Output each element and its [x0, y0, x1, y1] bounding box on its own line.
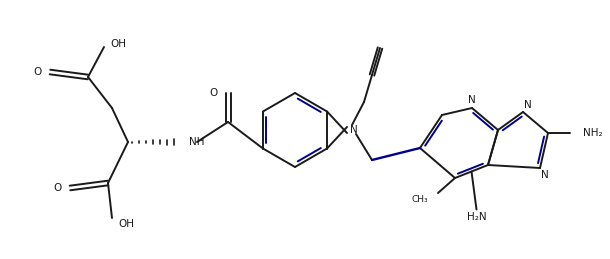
Text: O: O: [34, 67, 42, 77]
Text: O: O: [54, 183, 62, 193]
Text: N: N: [468, 95, 476, 105]
Text: NH₂: NH₂: [583, 128, 603, 138]
Text: O: O: [210, 88, 218, 98]
Text: N: N: [350, 125, 358, 135]
Text: CH₃: CH₃: [411, 196, 428, 205]
Text: OH: OH: [110, 39, 126, 49]
Text: N: N: [524, 100, 532, 110]
Text: NH: NH: [189, 137, 204, 147]
Text: H₂N: H₂N: [467, 212, 486, 222]
Text: OH: OH: [118, 219, 134, 229]
Text: N: N: [541, 170, 549, 180]
